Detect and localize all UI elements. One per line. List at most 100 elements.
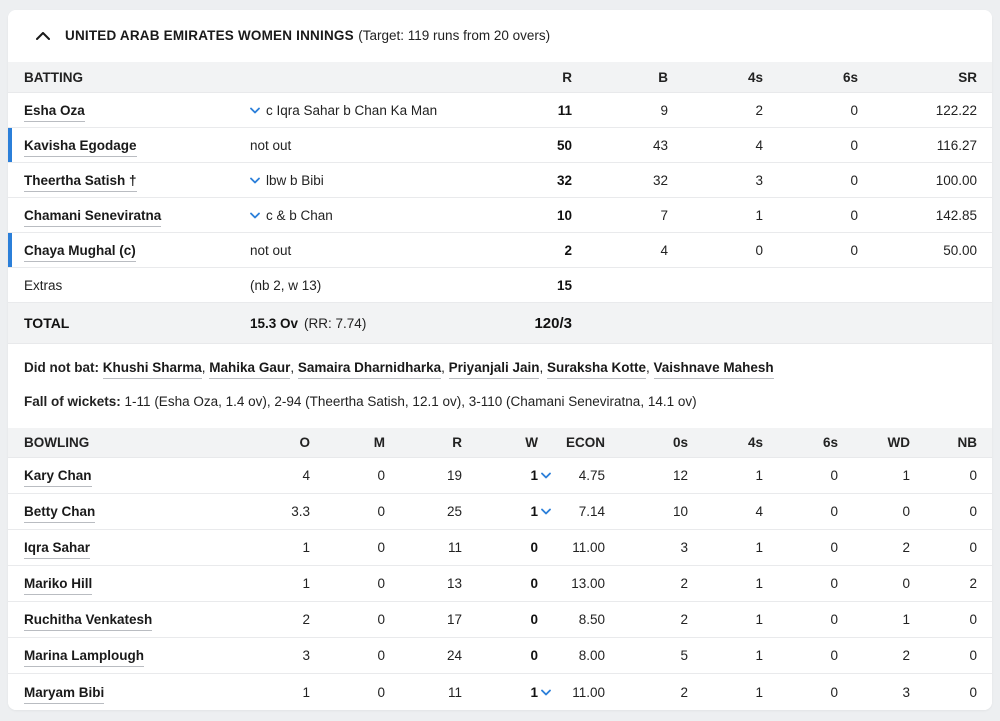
no-balls-value: 0 [969,468,977,483]
no-balls-value: 0 [969,684,977,700]
column-header-dots: 0s [672,435,688,450]
column-header-overs: O [299,435,310,450]
wickets-value: 1 [530,684,538,700]
wickets-value: 0 [530,540,538,555]
batter-name-link[interactable]: Chamani Seneviratna [24,207,162,227]
did-not-bat-player-link[interactable]: Vaishnave Mahesh [653,360,774,379]
fall-of-wickets-line: Fall of wickets: 1-11 (Esha Oza, 1.4 ov)… [24,392,976,412]
fall-of-wickets-text: 1-11 (Esha Oza, 1.4 ov), 2-94 (Theertha … [124,394,697,409]
balls-value: 4 [660,242,668,258]
bowler-name-link[interactable]: Marina Lamplough [24,648,145,667]
economy-value: 4.75 [578,468,605,483]
innings-header[interactable]: UNITED ARAB EMIRATES WOMEN INNINGS (Targ… [8,10,992,62]
batter-name-cell: Chamani Seneviratna [8,207,250,227]
bowler-name-link[interactable]: Kary Chan [24,468,92,487]
chevron-down-icon[interactable] [250,177,260,184]
sixes-value: 0 [830,540,838,555]
strike-rate-value: 122.22 [935,102,977,118]
column-header-batting: BATTING [24,69,83,85]
extras-label: Extras [24,277,63,293]
wickets-cell: 1 [462,684,551,700]
dismissal-cell: not out [250,138,492,153]
did-not-bat-player-link[interactable]: Samaira Dharnidharka [297,360,442,379]
innings-notes: Did not bat: Khushi Sharma Mahika Gaur S… [8,344,992,428]
wickets-value: 0 [530,612,538,627]
runs-value: 17 [446,612,462,627]
batter-name-link[interactable]: Chaya Mughal (c) [24,242,136,262]
batter-name-link[interactable]: Kavisha Egodage [24,137,137,157]
fours-value: 1 [755,576,763,591]
runs-value: 2 [564,242,572,258]
did-not-bat-player-link[interactable]: Mahika Gaur [209,360,291,379]
bowler-name-link[interactable]: Ruchitha Venkatesh [24,612,153,631]
chevron-down-icon[interactable] [250,107,260,114]
overs-value: 1 [302,576,310,591]
bowling-row: Maryam Bibi 1 0 11 1 11.00 2 1 0 3 [8,674,992,710]
column-header-wickets: W [525,435,538,450]
fours-value: 1 [755,612,763,627]
dots-value: 2 [680,612,688,627]
strike-rate-value: 100.00 [935,172,977,188]
runs-value: 50 [556,137,572,153]
did-not-bat-label: Did not bat: [24,360,99,375]
bowler-name-link[interactable]: Maryam Bibi [24,684,105,704]
dismissal-text: not out [250,242,292,258]
did-not-bat-player-link[interactable]: Suraksha Kotte [546,360,647,379]
batter-name-link[interactable]: Esha Oza [24,102,85,122]
did-not-bat-player-link[interactable]: Priyanjali Jain [448,360,540,379]
bowler-name-cell: Betty Chan [8,504,240,523]
batter-name-link[interactable]: Theertha Satish † [24,172,137,192]
bowling-table: BOWLING O M R W ECON 0s 4s 6s WD NB Kary… [8,428,992,710]
dots-value: 2 [680,576,688,591]
dismissal-text: c Iqra Sahar b Chan Ka Man [266,102,438,118]
sixes-value: 0 [830,648,838,663]
column-header-maidens: M [373,435,385,450]
dots-value: 3 [680,540,688,555]
dots-value: 12 [672,468,688,483]
innings-title-line: UNITED ARAB EMIRATES WOMEN INNINGS (Targ… [65,27,550,45]
wides-value: 1 [902,468,910,483]
total-score: 120/3 [534,314,572,332]
column-header-fours: 4s [747,69,763,85]
dismissal-cell: c & b Chan [250,208,492,223]
chevron-down-icon[interactable] [541,508,551,515]
batter-name-cell: Theertha Satish † [8,172,250,192]
fours-value: 2 [755,102,763,118]
dismissal-cell: not out [250,243,492,258]
dots-value: 10 [672,504,688,519]
chevron-down-icon[interactable] [541,472,551,479]
bowler-name-link[interactable]: Mariko Hill [24,576,93,595]
chevron-up-icon[interactable] [36,32,50,40]
column-header-fours: 4s [747,435,763,450]
innings-target: (Target: 119 runs from 20 overs) [358,28,551,43]
runs-value: 11 [557,102,572,118]
bowler-name-link[interactable]: Betty Chan [24,504,96,523]
no-balls-value: 0 [969,540,977,555]
economy-value: 13.00 [571,576,605,591]
fours-value: 1 [755,207,763,223]
balls-value: 9 [660,102,668,118]
wickets-cell: 0 [462,540,538,555]
bowler-name-cell: Maryam Bibi [8,684,240,704]
runs-value: 11 [447,540,462,555]
batting-header-row: BATTING R B 4s 6s SR [8,62,992,93]
column-header-balls: B [658,69,668,85]
sixes-value: 0 [850,137,858,153]
bowler-name-link[interactable]: Iqra Sahar [24,540,91,559]
runs-value: 24 [446,648,462,663]
maidens-value: 0 [377,684,385,700]
chevron-down-icon[interactable] [250,212,260,219]
fours-value: 0 [755,242,763,258]
did-not-bat-player-link[interactable]: Khushi Sharma [102,360,202,379]
bowler-name-cell: Iqra Sahar [8,540,240,559]
overs-value: 3.3 [291,504,310,519]
dots-value: 5 [680,648,688,663]
bowling-row: Iqra Sahar 1 0 11 0 11.00 3 1 0 2 [8,530,992,566]
chevron-down-icon[interactable] [541,689,551,696]
strike-rate-value: 50.00 [943,242,977,258]
sixes-value: 0 [830,504,838,519]
total-overs: 15.3 Ov [250,315,299,331]
sixes-value: 0 [830,612,838,627]
runs-value: 11 [447,684,462,700]
extras-detail: (nb 2, w 13) [250,277,322,293]
